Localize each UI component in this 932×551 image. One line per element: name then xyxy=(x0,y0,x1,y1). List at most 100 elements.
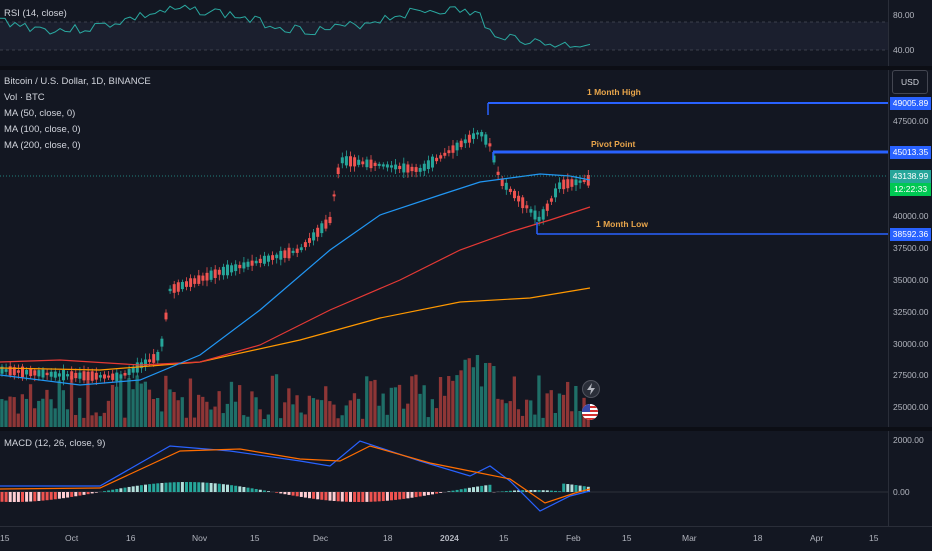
macd-histogram-bar xyxy=(21,492,24,502)
candle xyxy=(476,132,479,134)
time-tick: 15 xyxy=(250,533,259,543)
macd-histogram-bar xyxy=(206,483,209,492)
candle xyxy=(570,179,573,187)
time-tick: Oct xyxy=(65,533,78,543)
candle xyxy=(267,256,270,262)
macd-histogram-bar xyxy=(140,485,143,492)
volume-bar xyxy=(209,410,212,427)
volume-bar xyxy=(291,404,294,427)
macd-histogram-bar xyxy=(218,484,221,492)
candle xyxy=(234,264,237,271)
candle xyxy=(575,179,578,185)
volume-bar xyxy=(472,367,475,427)
candle xyxy=(279,251,282,260)
candle xyxy=(554,188,557,197)
candle xyxy=(17,370,20,372)
macd-histogram-bar xyxy=(419,492,422,496)
rsi-pane[interactable]: RSI (14, close) xyxy=(0,0,888,66)
macd-histogram-bar xyxy=(17,492,20,502)
candle xyxy=(62,370,65,380)
macd-histogram-bar xyxy=(304,492,307,498)
candle xyxy=(169,289,172,291)
macd-histogram-bar xyxy=(148,484,151,492)
macd-histogram-bar xyxy=(402,492,405,499)
volume-bar xyxy=(500,400,503,427)
symbol-title[interactable]: Bitcoin / U.S. Dollar, 1D, BINANCE xyxy=(4,76,151,87)
candle xyxy=(5,369,8,372)
volume-bar xyxy=(341,415,344,427)
macd-histogram-bar xyxy=(480,486,483,492)
macd-histogram-bar xyxy=(542,490,545,492)
candle xyxy=(333,194,336,196)
candle xyxy=(124,373,127,376)
current-price: 43138.99 xyxy=(890,170,931,183)
candle xyxy=(558,182,561,189)
macd-histogram-bar xyxy=(181,482,184,492)
volume-bar xyxy=(156,398,159,427)
candle xyxy=(259,259,262,263)
volume-bar xyxy=(435,408,438,427)
volume-legend[interactable]: Vol · BTC xyxy=(4,92,45,103)
macd-histogram-bar xyxy=(25,492,28,502)
candle xyxy=(361,161,364,164)
macd-histogram-bar xyxy=(435,492,438,494)
volume-bar xyxy=(324,386,327,427)
time-tick: 16 xyxy=(126,533,135,543)
volume-bar xyxy=(74,415,77,427)
volume-bar xyxy=(550,390,553,427)
macd-price-axis[interactable]: 2000.00 0.00 xyxy=(888,431,932,526)
volume-bar xyxy=(123,418,126,427)
macd-histogram-bar xyxy=(374,492,377,502)
macd-histogram-bar xyxy=(111,490,114,492)
time-tick: 15 xyxy=(0,533,9,543)
volume-bar xyxy=(271,376,274,427)
lightning-icon[interactable] xyxy=(582,380,600,398)
macd-histogram-bar xyxy=(91,492,94,493)
volume-bar xyxy=(218,391,221,427)
volume-bar xyxy=(423,385,426,427)
macd-histogram-bar xyxy=(1,492,4,502)
macd-histogram-bar xyxy=(247,488,250,492)
volume-bar xyxy=(115,387,118,427)
macd-histogram-bar xyxy=(357,492,360,502)
candle xyxy=(431,157,434,168)
volume-bar xyxy=(541,418,544,427)
us-flag-icon[interactable] xyxy=(582,404,598,420)
candle xyxy=(316,228,319,237)
candle xyxy=(402,164,405,173)
ma100-legend[interactable]: MA (100, close, 0) xyxy=(4,124,81,135)
price-pane[interactable]: Bitcoin / U.S. Dollar, 1D, BINANCE Vol ·… xyxy=(0,70,888,427)
candle xyxy=(222,267,225,275)
volume-bar xyxy=(33,408,36,427)
candle xyxy=(242,262,245,268)
candle xyxy=(300,247,303,250)
ma200-legend[interactable]: MA (200, close, 0) xyxy=(4,140,81,151)
volume-bar xyxy=(295,395,298,427)
candle xyxy=(529,209,532,213)
rsi-price-axis[interactable]: 80.00 40.00 xyxy=(888,0,932,66)
pivot-point-label: Pivot Point xyxy=(591,139,635,149)
candle xyxy=(152,354,155,363)
price-axis[interactable]: 47500.00 40000.00 37500.00 35000.00 3250… xyxy=(888,70,932,427)
macd-histogram-bar xyxy=(546,490,549,492)
time-tick: 2024 xyxy=(440,533,459,543)
volume-bar xyxy=(418,394,421,427)
candle xyxy=(583,180,586,182)
candle xyxy=(87,372,90,380)
volume-bar xyxy=(238,385,241,427)
ma50-legend[interactable]: MA (50, close, 0) xyxy=(4,108,75,119)
volume-bar xyxy=(570,411,573,427)
candle xyxy=(472,133,475,139)
candle xyxy=(189,278,192,287)
volume-bar xyxy=(410,376,413,427)
macd-histogram-bar xyxy=(529,490,532,492)
currency-button[interactable]: USD xyxy=(892,70,928,94)
macd-histogram-bar xyxy=(283,492,286,494)
candle xyxy=(91,371,94,380)
macd-histogram-bar xyxy=(460,489,463,492)
macd-histogram-bar xyxy=(169,482,172,492)
candle xyxy=(365,160,368,168)
macd-pane[interactable]: MACD (12, 26, close, 9) xyxy=(0,431,888,526)
candle xyxy=(226,265,229,276)
